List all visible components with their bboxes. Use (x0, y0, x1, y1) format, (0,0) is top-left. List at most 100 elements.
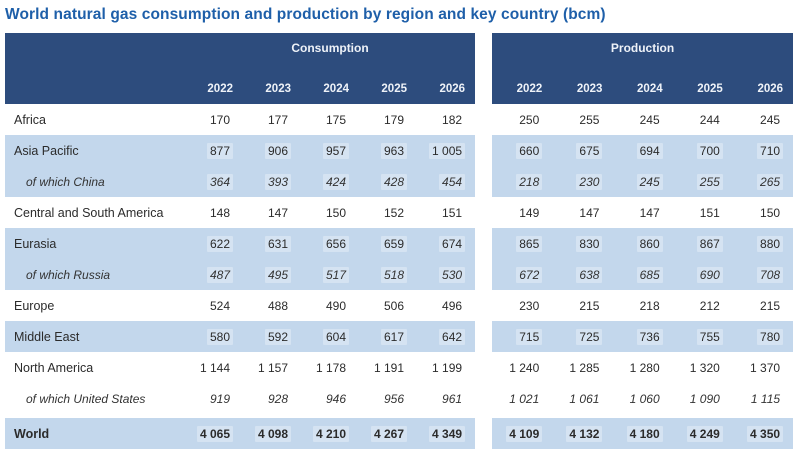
consumption-table: Consumption 2022 2023 2024 2025 2026 Africa 1… (5, 33, 476, 449)
consumption-value: 151 (417, 197, 475, 228)
production-value: 255 (552, 104, 612, 135)
table-row: Eurasia 622 631 656 659 674 (5, 228, 476, 259)
table-row: of which China 364 393 424 428 454 (5, 166, 476, 197)
consumption-years-row: 2022 2023 2024 2025 2026 (5, 63, 476, 104)
production-value: 1 370 (733, 352, 793, 383)
consumption-value: 4 349 (417, 414, 476, 449)
table-row: of which Russia 487 495 517 518 530 (5, 259, 476, 290)
consumption-value: 1 178 (301, 352, 359, 383)
production-value: 212 (673, 290, 733, 321)
table-row: 1 240 1 285 1 280 1 320 1 370 (492, 352, 793, 383)
production-value: 780 (732, 321, 794, 352)
region-label: Middle East (5, 321, 185, 352)
tables-container: Consumption 2022 2023 2024 2025 2026 Africa 1… (5, 33, 795, 449)
corner-cell (5, 63, 185, 104)
consumption-value: 961 (417, 383, 475, 416)
consumption-body: Africa 170 177 175 179 182 Asia Pacific 877 906 9… (5, 104, 476, 449)
production-value: 700 (672, 135, 733, 166)
year-column-header: 2026 (417, 63, 476, 104)
consumption-value: 530 (417, 259, 476, 290)
table-row: Europe 524 488 490 506 496 (5, 290, 475, 321)
production-value: 230 (492, 290, 552, 321)
production-value: 265 (732, 166, 794, 197)
consumption-value: 1 191 (359, 352, 417, 383)
production-value: 218 (492, 166, 553, 197)
production-value: 715 (492, 321, 553, 352)
table-row: North America 1 144 1 157 1 178 1 191 1 199 (5, 352, 475, 383)
production-value: 4 350 (732, 414, 794, 449)
production-value: 830 (552, 228, 613, 259)
consumption-value: 152 (359, 197, 417, 228)
consumption-value: 957 (301, 135, 359, 166)
consumption-value: 1 144 (185, 352, 243, 383)
table-row: Central and South America 148 147 150 152 151 (5, 197, 475, 228)
consumption-value: 656 (301, 228, 359, 259)
consumption-header: Consumption 2022 2023 2024 2025 2026 (5, 33, 476, 104)
consumption-value: 928 (243, 383, 301, 416)
production-value: 215 (733, 290, 793, 321)
production-value: 4 180 (612, 414, 673, 449)
consumption-value: 150 (301, 197, 359, 228)
production-value: 685 (612, 259, 673, 290)
consumption-value: 490 (301, 290, 359, 321)
region-label: of which United States (26, 391, 146, 406)
consumption-value: 1 157 (243, 352, 301, 383)
production-value: 755 (672, 321, 733, 352)
production-value: 245 (612, 104, 672, 135)
consumption-value: 179 (359, 104, 417, 135)
table-row: of which United States 919 928 946 956 961 (5, 383, 475, 416)
production-value: 149 (492, 197, 552, 228)
production-value: 1 115 (733, 383, 793, 416)
year-column-header: 2023 (552, 63, 613, 104)
table-row: 865 830 860 867 880 (492, 228, 794, 259)
consumption-value: 177 (243, 104, 301, 135)
production-value: 255 (672, 166, 733, 197)
region-label: World (5, 414, 185, 449)
production-value: 1 240 (492, 352, 552, 383)
production-value: 1 280 (612, 352, 672, 383)
consumption-value: 906 (243, 135, 301, 166)
consumption-value: 147 (243, 197, 301, 228)
consumption-value: 424 (301, 166, 359, 197)
region-label: Eurasia (5, 228, 185, 259)
region-label: Europe (14, 298, 55, 313)
production-value: 1 061 (552, 383, 612, 416)
production-value: 151 (673, 197, 733, 228)
year-column-header: 2025 (672, 63, 733, 104)
consumption-value: 919 (185, 383, 243, 416)
corner-cell (5, 33, 185, 63)
production-value: 4 249 (672, 414, 733, 449)
page-title: World natural gas consumption and produc… (5, 6, 606, 23)
region-label: of which Russia (5, 259, 185, 290)
year-column-header: 2023 (243, 63, 301, 104)
consumption-value: 182 (417, 104, 475, 135)
production-value: 660 (492, 135, 553, 166)
consumption-group-label: Consumption (185, 33, 476, 63)
production-value: 218 (612, 290, 672, 321)
consumption-value: 518 (359, 259, 417, 290)
table-row: World 4 065 4 098 4 210 4 267 4 349 (5, 414, 476, 449)
region-label: Africa (14, 112, 46, 127)
production-years-row: 2022 2023 2024 2025 2026 (492, 63, 794, 104)
production-value: 230 (552, 166, 613, 197)
production-value: 690 (672, 259, 733, 290)
production-header: Production 2022 2023 2024 2025 2026 (492, 33, 794, 104)
production-group-label: Production (492, 33, 794, 63)
consumption-value: 170 (185, 104, 243, 135)
consumption-value: 428 (359, 166, 417, 197)
table-row: Africa 170 177 175 179 182 (5, 104, 475, 135)
consumption-value: 4 210 (301, 414, 359, 449)
production-value: 215 (552, 290, 612, 321)
year-column-header: 2025 (359, 63, 417, 104)
region-label: Central and South America (14, 205, 164, 220)
consumption-value: 642 (417, 321, 476, 352)
table-row: 660 675 694 700 710 (492, 135, 794, 166)
production-value: 147 (552, 197, 612, 228)
consumption-value: 524 (185, 290, 243, 321)
production-value: 1 285 (552, 352, 612, 383)
production-value: 147 (612, 197, 672, 228)
production-value: 150 (733, 197, 793, 228)
production-value: 672 (492, 259, 553, 290)
production-value: 710 (732, 135, 794, 166)
consumption-value: 517 (301, 259, 359, 290)
